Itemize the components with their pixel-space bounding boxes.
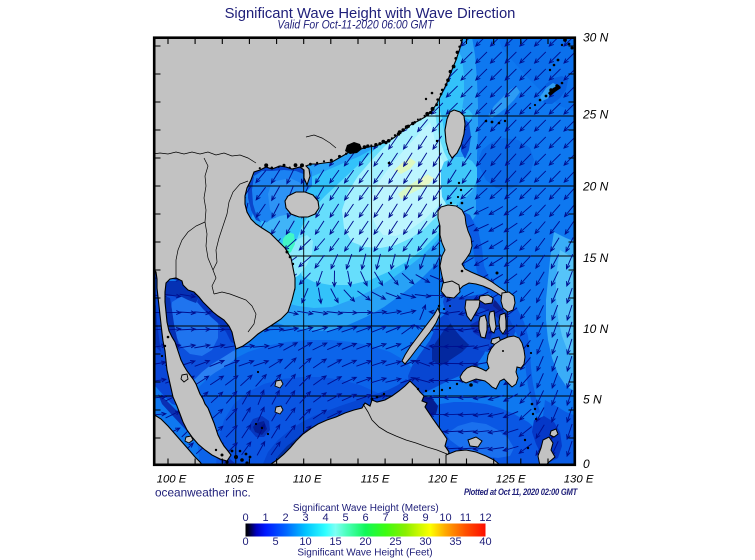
svg-text:15 N: 15 N — [583, 251, 609, 265]
svg-text:Valid For Oct-11-2020 06:00 GM: Valid For Oct-11-2020 06:00 GMT — [277, 19, 434, 32]
svg-text:10 N: 10 N — [583, 322, 609, 336]
svg-text:4: 4 — [322, 512, 328, 524]
svg-text:20: 20 — [359, 536, 371, 548]
svg-text:8: 8 — [402, 512, 408, 524]
svg-text:6: 6 — [362, 512, 368, 524]
svg-text:5 N: 5 N — [583, 393, 602, 407]
svg-text:Significant Wave Height (Meter: Significant Wave Height (Meters) — [293, 503, 439, 514]
svg-text:12: 12 — [479, 512, 491, 524]
svg-text:115 E: 115 E — [361, 474, 390, 486]
svg-text:10: 10 — [299, 536, 311, 548]
svg-text:25 N: 25 N — [582, 108, 609, 122]
svg-text:Significant Wave Height (Feet): Significant Wave Height (Feet) — [297, 548, 432, 559]
svg-text:7: 7 — [382, 512, 388, 524]
svg-text:2: 2 — [282, 512, 288, 524]
svg-text:110 E: 110 E — [293, 474, 322, 486]
svg-text:100 E: 100 E — [157, 474, 187, 486]
svg-text:0: 0 — [583, 457, 590, 471]
svg-text:Significant Wave Height with W: Significant Wave Height with Wave Direct… — [225, 6, 516, 22]
svg-text:10: 10 — [439, 512, 451, 524]
svg-text:0: 0 — [242, 512, 248, 524]
svg-text:25: 25 — [389, 536, 401, 548]
svg-text:30 N: 30 N — [583, 31, 609, 45]
svg-text:5: 5 — [342, 512, 348, 524]
svg-text:11: 11 — [460, 512, 471, 524]
svg-text:20 N: 20 N — [582, 180, 609, 194]
svg-text:15: 15 — [329, 536, 341, 548]
svg-text:35: 35 — [449, 536, 461, 548]
svg-text:9: 9 — [422, 512, 428, 524]
svg-text:Plotted at Oct 11, 2020 02:00: Plotted at Oct 11, 2020 02:00 GMT — [464, 486, 578, 497]
svg-text:30: 30 — [419, 536, 431, 548]
svg-text:1: 1 — [262, 512, 268, 524]
svg-text:5: 5 — [272, 536, 278, 548]
svg-text:125 E: 125 E — [496, 474, 526, 486]
svg-text:0: 0 — [242, 536, 248, 548]
svg-text:130 E: 130 E — [564, 474, 594, 486]
svg-text:105 E: 105 E — [224, 474, 254, 486]
svg-text:40: 40 — [479, 536, 491, 548]
svg-text:120 E: 120 E — [428, 474, 458, 486]
svg-text:3: 3 — [302, 512, 308, 524]
svg-text:oceanweather inc.: oceanweather inc. — [155, 486, 251, 500]
